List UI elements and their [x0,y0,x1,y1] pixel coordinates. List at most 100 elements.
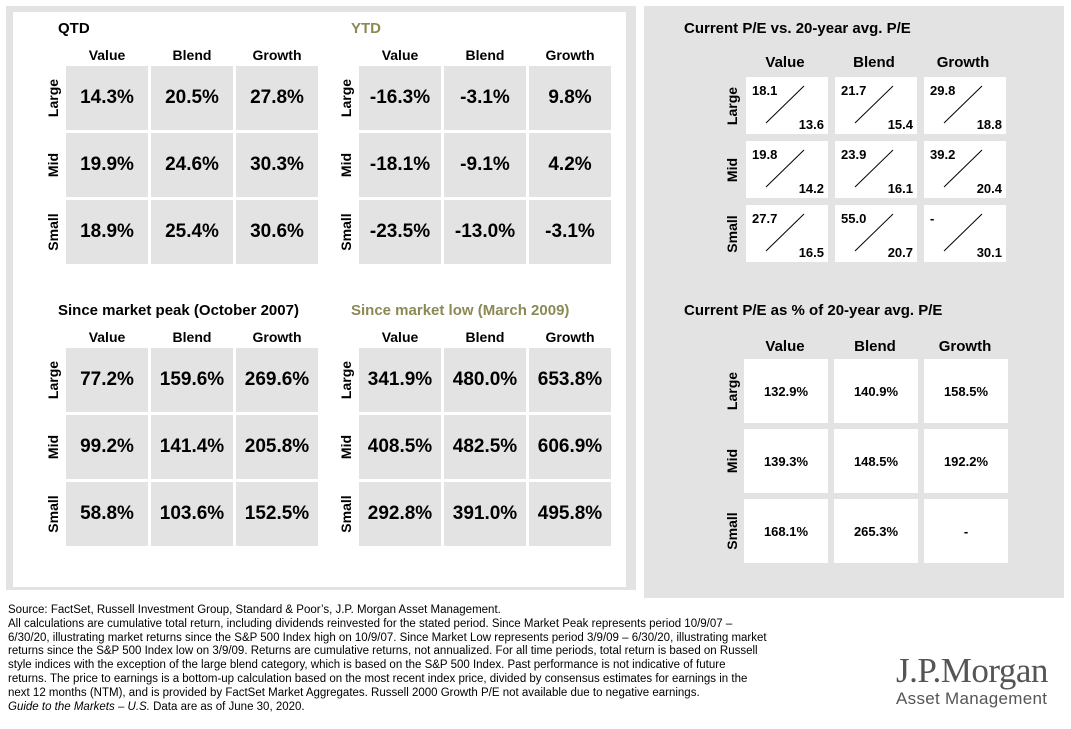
qtd-cell-small-growth: 30.6% [236,200,318,264]
pe-average-value: 16.1 [887,181,913,196]
peak-cell-mid-value: 99.2% [66,415,148,479]
qtd-row-header-large: Large [45,78,61,118]
footnote-guide: Guide to the Markets – U.S. Data are as … [8,701,888,715]
footnote-line: returns. The price to earnings is a bott… [8,672,748,685]
pe-divider [765,213,805,252]
peak-cell-large-value: 77.2% [66,348,148,412]
pe-current-value: 55.0 [841,211,867,226]
footnote-line: returns since the S&P 500 Index low on 3… [8,645,758,658]
guide-date: Data are as of June 30, 2020. [149,700,305,713]
footnote-line: next 12 months (NTM), and is provided by… [8,686,700,699]
pe-current-value: 21.7 [841,83,867,98]
peak-cell-small-blend: 103.6% [151,482,233,546]
low-col-header-blend: Blend [465,329,505,345]
low-cell-large-blend: 480.0% [444,348,526,412]
pe-divider-line [854,213,894,252]
pe-divider [943,213,983,252]
qtd-title: QTD [58,20,90,37]
pe-pct-col-header-blend: Blend [854,338,896,355]
pe-pct-cell-large-blend: 140.9% [834,359,918,423]
ytd-cell-small-blend: -13.0% [444,200,526,264]
pe-average-value: 16.5 [798,245,824,260]
low-row-header-small: Small [338,495,354,533]
footnote: Source: FactSet, Russell Investment Grou… [8,604,888,714]
pe-row-header-small: Small [724,214,740,253]
pe-pct-cell-large-growth: 158.5% [924,359,1008,423]
ytd-cell-small-growth: -3.1% [529,200,611,264]
peak-row-header-large: Large [45,360,61,400]
peak-cell-mid-growth: 205.8% [236,415,318,479]
pe-average-value: 20.4 [976,181,1002,196]
pe-cell-mid-value: 19.8 14.2 [746,141,828,198]
low-cell-large-growth: 653.8% [529,348,611,412]
pe-cell-mid-blend: 23.9 16.1 [835,141,917,198]
ytd-cell-large-growth: 9.8% [529,66,611,130]
pe-pct-cell-small-value: 168.1% [744,499,828,563]
pe-cell-mid-growth: 39.2 20.4 [924,141,1006,198]
pe-divider-line [943,85,983,124]
pe-divider-line [943,213,983,252]
low-cell-mid-blend: 482.5% [444,415,526,479]
low-cell-mid-value: 408.5% [359,415,441,479]
pe-current-value: 29.8 [930,83,956,98]
pe-pct-cell-mid-blend: 148.5% [834,429,918,493]
pe-row-header-mid: Mid [724,157,740,182]
pe-current-value: 27.7 [752,211,778,226]
pe-divider [765,149,805,188]
qtd-cell-large-blend: 20.5% [151,66,233,130]
peak-cell-large-blend: 159.6% [151,348,233,412]
pe-col-header-blend: Blend [853,54,895,71]
pe-divider [765,85,805,124]
low-cell-large-value: 341.9% [359,348,441,412]
ytd-cell-mid-value: -18.1% [359,133,441,197]
pe-cell-large-blend: 21.7 15.4 [835,77,917,134]
pe-col-header-value: Value [765,54,805,71]
pe-divider-line [765,149,805,188]
pe-pct-col-header-value: Value [765,338,805,355]
peak-row-header-mid: Mid [45,434,61,460]
pe-divider [854,149,894,188]
pe-cell-small-growth: - 30.1 [924,205,1006,262]
pe-pct-cell-mid-value: 139.3% [744,429,828,493]
ytd-cell-small-value: -23.5% [359,200,441,264]
peak-cell-small-growth: 152.5% [236,482,318,546]
pe-average-value: 13.6 [798,117,824,132]
peak-cell-mid-blend: 141.4% [151,415,233,479]
qtd-col-header-blend: Blend [172,47,212,63]
pe-col-header-growth: Growth [936,54,990,71]
footnote-line: Source: FactSet, Russell Investment Grou… [8,604,501,616]
footnote-line: style indices with the exception of the … [8,659,726,672]
qtd-cell-mid-blend: 24.6% [151,133,233,197]
peak-cell-large-growth: 269.6% [236,348,318,412]
low-row-header-mid: Mid [338,434,354,460]
pe-divider-line [854,149,894,188]
qtd-cell-mid-value: 19.9% [66,133,148,197]
low-row-header-large: Large [338,360,354,400]
qtd-row-header-mid: Mid [45,152,61,178]
ytd-col-header-value: Value [381,47,419,63]
pe-current-value: - [930,211,935,226]
pe-pct-cell-small-blend: 265.3% [834,499,918,563]
pe-current-value: 19.8 [752,147,778,162]
peak-row-header-small: Small [45,495,61,533]
pe-divider-line [943,149,983,188]
pe-average-value: 18.8 [976,117,1002,132]
ytd-col-header-blend: Blend [465,47,505,63]
qtd-row-header-small: Small [45,213,61,251]
low-cell-mid-growth: 606.9% [529,415,611,479]
low-cell-small-blend: 391.0% [444,482,526,546]
footnote-line: 6/30/20, illustrating market returns sin… [8,631,767,644]
pe-divider [943,85,983,124]
low-cell-small-value: 292.8% [359,482,441,546]
pe-cell-small-blend: 55.0 20.7 [835,205,917,262]
pe-cell-small-value: 27.7 16.5 [746,205,828,262]
jpmorgan-logo: J.P.Morgan Asset Management [896,653,1068,719]
pe-pct-row-header-large: Large [724,371,740,411]
ytd-row-header-small: Small [338,213,354,251]
pe-pct-cell-mid-growth: 192.2% [924,429,1008,493]
qtd-col-header-value: Value [88,47,126,63]
peak-col-header-blend: Blend [172,329,212,345]
ytd-cell-large-value: -16.3% [359,66,441,130]
footnote-line: All calculations are cumulative total re… [8,617,733,630]
pe-pct-row-header-mid: Mid [724,448,740,474]
